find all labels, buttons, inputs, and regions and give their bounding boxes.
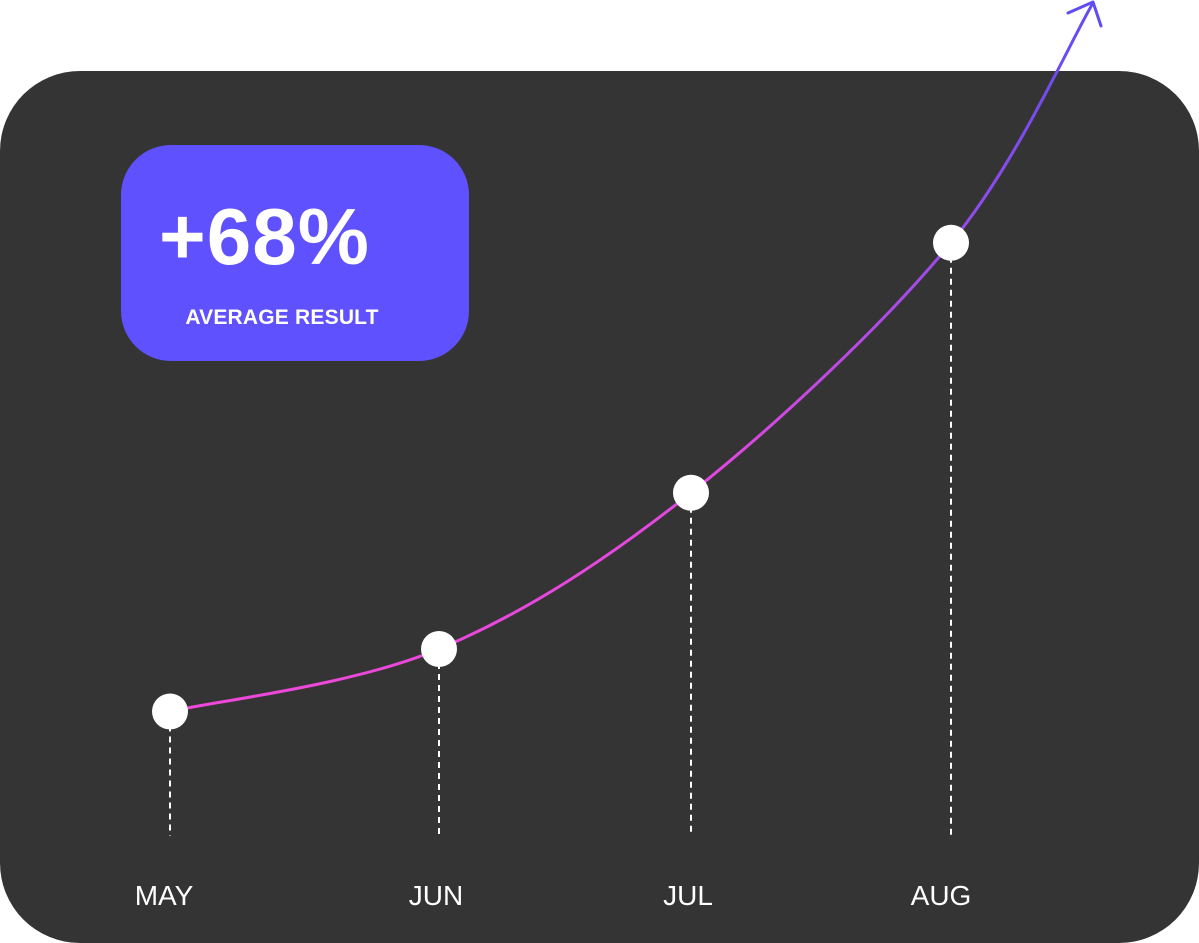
arrow-head-icon [1066,0,1103,28]
data-point-aug [933,224,969,261]
data-points [152,224,969,730]
data-point-jun [421,631,457,667]
badge-value: +68% [159,192,370,281]
tick-label-jul: JUL [663,880,713,911]
series-line [169,2,1095,713]
tick-label-aug: AUG [911,880,972,911]
drop-lines [169,256,952,836]
data-point-may [152,693,188,730]
data-point-jul [673,474,709,511]
x-axis-tick-labels: MAY JUN JUL AUG [135,880,972,911]
tick-label-jun: JUN [409,880,463,911]
average-result-badge: +68% AVERAGE RESULT [121,145,469,361]
badge-label: AVERAGE RESULT [185,306,379,329]
tick-label-may: MAY [135,880,194,911]
